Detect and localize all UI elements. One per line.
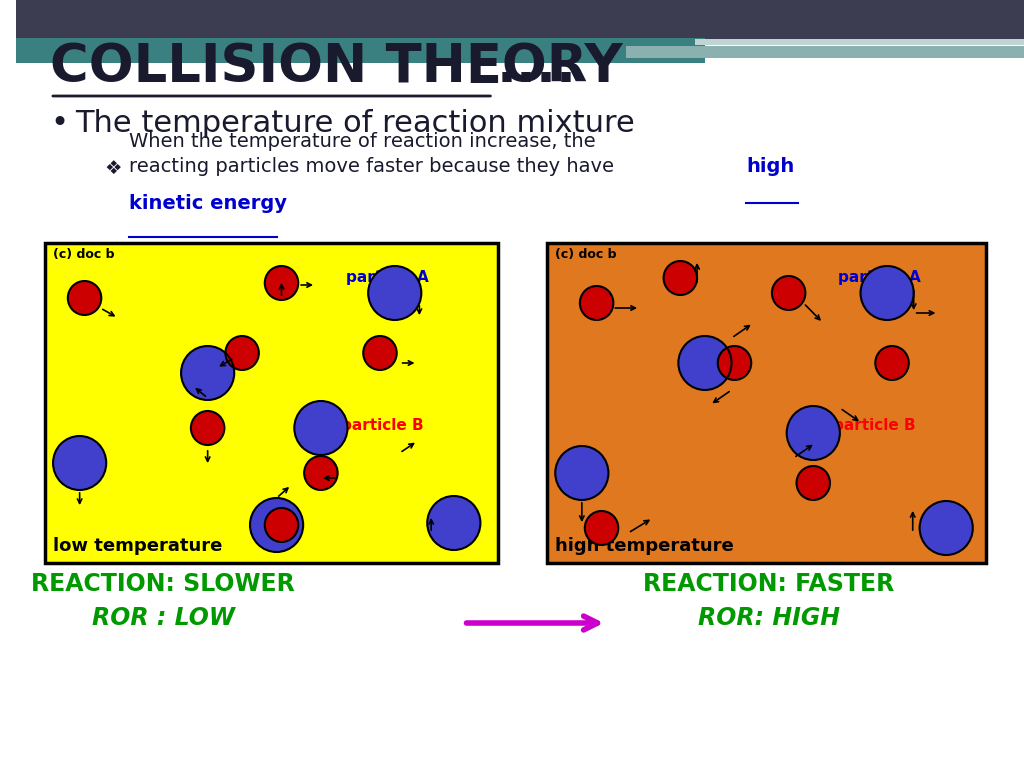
Circle shape <box>787 407 839 459</box>
Circle shape <box>266 267 297 299</box>
Circle shape <box>251 499 302 551</box>
Text: particle A: particle A <box>345 270 428 285</box>
Circle shape <box>182 347 233 399</box>
Text: REACTION: SLOWER: REACTION: SLOWER <box>32 572 295 596</box>
Text: high temperature: high temperature <box>555 537 734 555</box>
Bar <box>626 46 1024 58</box>
Circle shape <box>798 467 829 499</box>
Circle shape <box>191 412 223 444</box>
Circle shape <box>305 457 337 489</box>
Circle shape <box>679 337 730 389</box>
Text: kinetic energy: kinetic energy <box>129 194 287 213</box>
Text: particle A: particle A <box>838 270 921 285</box>
Text: .: . <box>276 194 283 213</box>
Text: •: • <box>50 109 69 138</box>
Circle shape <box>54 437 105 489</box>
Text: (c) doc b: (c) doc b <box>555 248 616 261</box>
Text: particle B: particle B <box>341 418 423 433</box>
Circle shape <box>586 512 617 544</box>
Text: When the temperature of reaction increase, the
reacting particles move faster be: When the temperature of reaction increas… <box>129 132 621 176</box>
Circle shape <box>266 509 297 541</box>
Circle shape <box>428 497 479 549</box>
Circle shape <box>369 267 421 319</box>
Text: ROR : LOW: ROR : LOW <box>92 606 234 630</box>
Bar <box>15 38 705 63</box>
Circle shape <box>581 287 612 319</box>
Circle shape <box>861 267 912 319</box>
Text: (c) doc b: (c) doc b <box>53 248 115 261</box>
Circle shape <box>556 447 607 499</box>
Text: ❖: ❖ <box>104 159 122 178</box>
Text: The temperature of reaction mixture: The temperature of reaction mixture <box>75 109 635 138</box>
Circle shape <box>365 337 395 369</box>
Text: ROR: HIGH: ROR: HIGH <box>698 606 840 630</box>
Circle shape <box>226 337 258 369</box>
Bar <box>15 0 1024 40</box>
Circle shape <box>921 502 972 554</box>
Circle shape <box>877 347 908 379</box>
Circle shape <box>69 282 100 314</box>
Circle shape <box>665 262 696 294</box>
Circle shape <box>295 402 346 454</box>
Bar <box>548 243 985 563</box>
Text: REACTION: FASTER: REACTION: FASTER <box>643 572 895 596</box>
Bar <box>695 39 1024 45</box>
Circle shape <box>719 347 751 379</box>
Text: low temperature: low temperature <box>53 537 222 555</box>
Text: particle B: particle B <box>833 418 915 433</box>
Bar <box>45 243 498 563</box>
Text: COLLISION THEORY: COLLISION THEORY <box>50 41 623 93</box>
Text: high: high <box>746 157 795 176</box>
Circle shape <box>773 277 805 309</box>
Text: ....: .... <box>497 41 577 93</box>
